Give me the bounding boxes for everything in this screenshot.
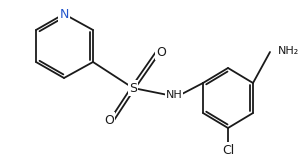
Text: Cl: Cl xyxy=(222,144,234,156)
Text: O: O xyxy=(156,46,166,58)
Text: S: S xyxy=(129,81,137,95)
Text: NH₂: NH₂ xyxy=(278,46,299,56)
Text: N: N xyxy=(59,7,69,20)
Text: O: O xyxy=(104,114,114,127)
Text: NH: NH xyxy=(166,90,182,100)
